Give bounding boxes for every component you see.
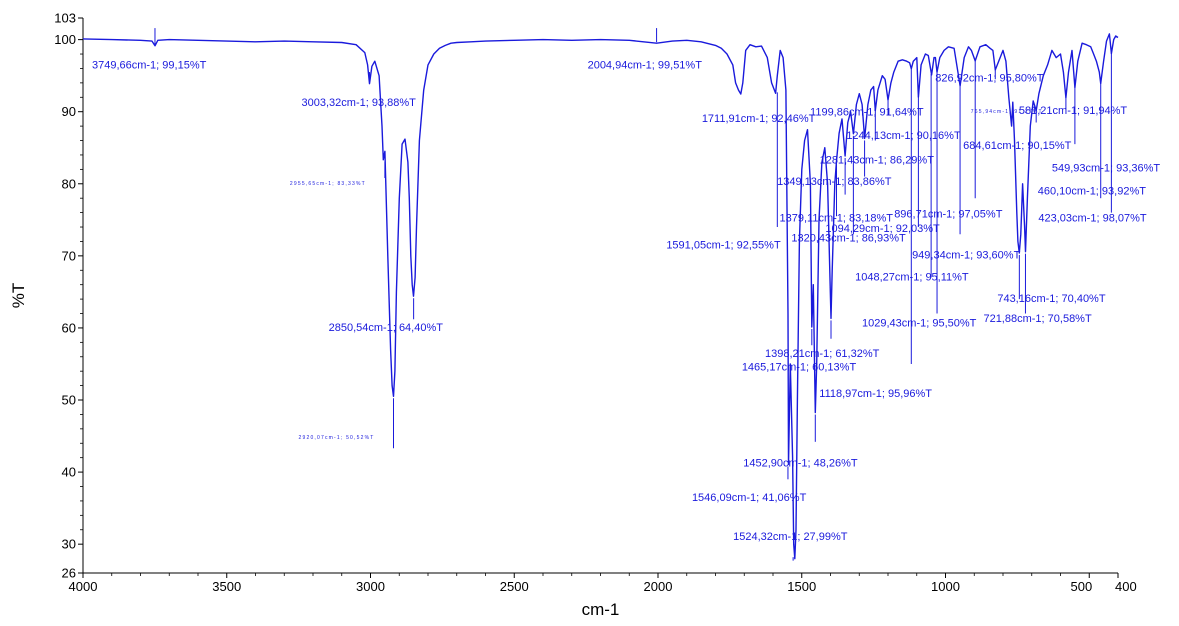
peak-label: 721,88cm-1; 70,58%T [983,313,1092,325]
peak-label: 949,34cm-1; 93,60%T [912,250,1021,262]
x-tick-label: 4000 [69,579,98,594]
y-tick-label: 90 [62,104,76,119]
peak-label: 684,61cm-1; 90,15%T [963,140,1072,152]
peak-label: 549,93cm-1; 93,36%T [1052,163,1161,175]
peak-label: 3749,66cm-1; 99,15%T [92,59,207,71]
peak-label: 1398,21cm-1; 61,32%T [765,348,880,360]
peak-label: 1711,91cm-1; 92,46%T [702,113,816,125]
y-tick-label: 103 [54,11,76,26]
peak-label: 423,03cm-1; 98,07%T [1038,212,1147,224]
spectrum-line [82,33,1119,560]
peak-label: 1048,27cm-1; 95,11%T [855,271,969,283]
x-tick-label: 3000 [356,579,385,594]
peak-label: 2920,07cm-1; 50,52%T [299,435,375,441]
peak-label: 1094,29cm-1; 92,03%T [825,223,940,235]
peak-label: 2850,54cm-1; 64,40%T [329,322,444,334]
peak-label: 1546,09cm-1; 41,06%T [692,492,807,504]
peak-label: 2955,65cm-1; 83,33%T [290,181,366,187]
peak-label: 765,94cm-1; 91,27%T [971,109,1043,115]
y-tick-label: 26 [62,566,76,581]
peak-label: 826,92cm-1; 95,80%T [935,72,1044,84]
x-tick-label: 2000 [644,579,673,594]
peak-label: 896,71cm-1; 97,05%T [894,209,1003,221]
peak-label: 1118,97cm-1; 95,96%T [819,388,932,400]
peak-label: 1591,05cm-1; 92,55%T [666,240,781,252]
x-tick-label: 400 [1115,579,1137,594]
spectrum-series [82,33,1119,560]
x-axis-title: cm-1 [582,600,620,619]
y-tick-label: 80 [62,176,76,191]
peak-label: 2004,94cm-1; 99,51%T [588,59,703,71]
peak-label: 460,10cm-1; 93,92%T [1038,186,1147,198]
x-tick-label: 3500 [212,579,241,594]
peak-label: 1524,32cm-1; 27,99%T [733,531,848,543]
x-tick-label: 500 [1071,579,1093,594]
peak-label: 743,16cm-1; 70,40%T [997,293,1106,305]
peak-label: 1452,90cm-1; 48,26%T [743,457,858,469]
peak-label: 1029,43cm-1; 95,50%T [862,317,977,329]
peak-label: 1199,86cm-1; 91,64%T [810,106,924,118]
peak-label: 1320,43cm-1; 86,93%T [791,232,906,244]
y-tick-label: 50 [62,393,76,408]
x-tick-label: 2500 [500,579,529,594]
peak-label: 1379,11cm-1; 83,18%T [780,212,894,224]
y-tick-label: 60 [62,320,76,335]
x-tick-label: 1000 [931,579,960,594]
y-tick-label: 70 [62,248,76,263]
y-tick-label: 40 [62,465,76,480]
peak-label: 3003,32cm-1; 93,88%T [302,97,417,109]
peak-label: 1281,43cm-1; 86,29%T [820,155,935,167]
peak-markers: 3749,66cm-1; 99,15%T 3003,32cm-1; 93,88%T… [92,28,1160,561]
peak-label: 1465,17cm-1; 60,13%T [742,361,857,373]
peak-label: 1349,13cm-1; 83,86%T [777,176,892,188]
peak-label: 1244,13cm-1; 90,16%T [846,130,961,142]
y-tick-label: 100 [54,32,76,47]
y-axis-title: %T [9,283,28,309]
x-tick-label: 1500 [787,579,816,594]
y-tick-label: 30 [62,537,76,552]
